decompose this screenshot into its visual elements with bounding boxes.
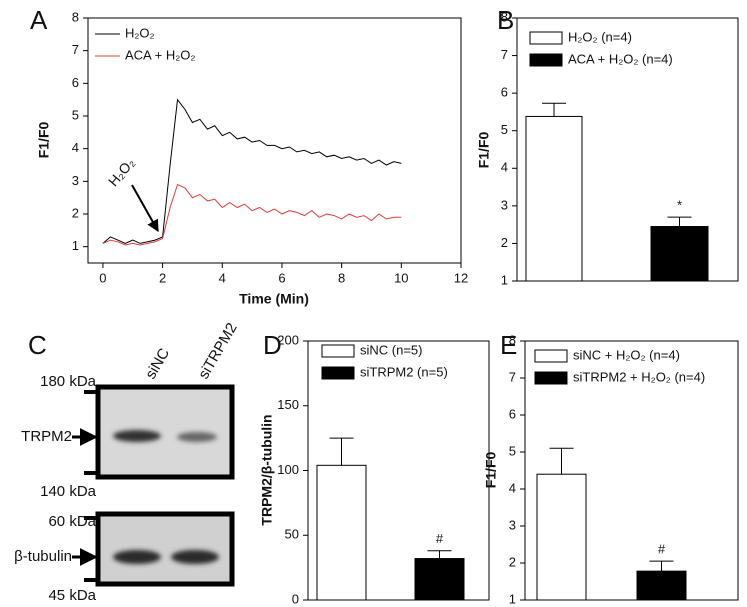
x-tick-label: 2 bbox=[159, 270, 166, 285]
band bbox=[113, 550, 161, 564]
x-tick-label: 0 bbox=[99, 270, 106, 285]
x-tick-label: 10 bbox=[394, 270, 408, 285]
y-tick-label: 7 bbox=[72, 42, 79, 57]
bar bbox=[525, 115, 583, 282]
legend-swatch bbox=[529, 53, 563, 67]
y-tick-label: 4 bbox=[501, 160, 508, 175]
y-axis-label: TRPM2/β-tubulin bbox=[259, 414, 275, 525]
blot-image bbox=[95, 511, 235, 587]
panel-letter: D bbox=[263, 330, 282, 360]
y-tick-label: 3 bbox=[72, 173, 79, 188]
y-tick-label: 1 bbox=[501, 272, 508, 287]
band bbox=[177, 432, 217, 442]
y-tick-label: 4 bbox=[509, 480, 516, 495]
legend-label: siTRPM2 + H₂O₂ (n=4) bbox=[573, 369, 705, 384]
x-tick-label: 12 bbox=[454, 270, 468, 285]
y-tick-label: 1 bbox=[509, 591, 516, 606]
y-tick-label: 3 bbox=[509, 517, 516, 532]
data-line bbox=[102, 183, 402, 246]
y-tick-label: 0 bbox=[292, 591, 299, 606]
bar bbox=[536, 473, 587, 601]
bar bbox=[650, 226, 709, 282]
y-axis-label: F1/F0 bbox=[476, 132, 492, 169]
marker-label: 180 kDa bbox=[40, 373, 97, 390]
band bbox=[113, 430, 161, 442]
x-tick-label: 4 bbox=[219, 270, 226, 285]
y-axis-label: F1/F0 bbox=[36, 122, 52, 159]
legend-label: H₂O₂ bbox=[125, 25, 155, 40]
bar bbox=[414, 558, 465, 601]
panel-letter: C bbox=[28, 330, 47, 360]
significance-label: # bbox=[436, 531, 444, 546]
y-tick-label: 6 bbox=[501, 85, 508, 100]
blot-image bbox=[95, 384, 235, 480]
legend-swatch bbox=[321, 344, 355, 358]
significance-label: # bbox=[658, 542, 666, 557]
x-axis-label: Time (Min) bbox=[239, 291, 309, 307]
y-tick-label: 4 bbox=[72, 140, 79, 155]
legend-label: ACA + H₂O₂ bbox=[125, 47, 195, 62]
target-label: TRPM2 bbox=[21, 428, 72, 445]
marker-label: 140 kDa bbox=[40, 483, 97, 500]
legend-label: siNC (n=5) bbox=[360, 342, 423, 357]
panel-letter: E bbox=[500, 330, 517, 360]
panel-letter: A bbox=[30, 5, 48, 35]
annotation: H₂O₂ bbox=[105, 155, 138, 190]
y-tick-label: 8 bbox=[501, 9, 508, 24]
legend-label: ACA + H₂O₂ (n=4) bbox=[568, 51, 673, 66]
x-tick-label: 6 bbox=[278, 270, 285, 285]
y-tick-label: 5 bbox=[509, 443, 516, 458]
y-tick-label: 150 bbox=[277, 397, 299, 412]
legend-swatch bbox=[529, 31, 563, 45]
marker-label: 45 kDa bbox=[48, 587, 96, 604]
blot-panel: C siNC siTRPM2 180 kDa TRPM2 140 kDa 60 … bbox=[14, 320, 241, 604]
y-axis-label: F1/F0 bbox=[483, 452, 499, 489]
legend-swatch bbox=[321, 366, 355, 380]
annotation-arrow bbox=[131, 184, 159, 233]
y-tick-label: 7 bbox=[509, 369, 516, 384]
y-tick-label: 2 bbox=[501, 235, 508, 250]
panel-letter: B bbox=[497, 5, 514, 35]
y-tick-label: 8 bbox=[72, 9, 79, 24]
marker-label: 60 kDa bbox=[48, 513, 96, 530]
y-tick-label: 200 bbox=[277, 332, 299, 347]
bar bbox=[636, 570, 687, 601]
legend-swatch bbox=[534, 371, 568, 385]
y-tick-label: 50 bbox=[285, 527, 299, 542]
significance-label: * bbox=[677, 198, 682, 213]
y-tick-label: 3 bbox=[501, 197, 508, 212]
lane-label: siTRPM2 bbox=[195, 320, 241, 382]
plot-frame bbox=[516, 17, 739, 282]
x-tick-label: 8 bbox=[338, 270, 345, 285]
plot-frame bbox=[524, 340, 739, 601]
y-tick-label: 1 bbox=[72, 238, 79, 253]
plot-frame bbox=[87, 17, 462, 264]
target-label: β-tubulin bbox=[14, 548, 72, 565]
legend-label: H₂O₂ (n=4) bbox=[568, 29, 632, 44]
y-tick-label: 6 bbox=[72, 75, 79, 90]
y-tick-label: 5 bbox=[501, 122, 508, 137]
y-tick-label: 100 bbox=[277, 462, 299, 477]
band bbox=[171, 550, 219, 564]
y-tick-label: 2 bbox=[509, 554, 516, 569]
legend-label: siTRPM2 (n=5) bbox=[360, 364, 448, 379]
data-line bbox=[102, 98, 402, 244]
legend-swatch bbox=[534, 349, 568, 363]
lane-label: siNC bbox=[142, 345, 173, 382]
y-tick-label: 2 bbox=[72, 205, 79, 220]
y-tick-label: 7 bbox=[501, 47, 508, 62]
y-tick-label: 6 bbox=[509, 406, 516, 421]
legend-label: siNC + H₂O₂ (n=4) bbox=[573, 347, 680, 362]
y-tick-label: 5 bbox=[72, 107, 79, 122]
bar bbox=[316, 464, 367, 601]
y-tick-label: 8 bbox=[509, 332, 516, 347]
